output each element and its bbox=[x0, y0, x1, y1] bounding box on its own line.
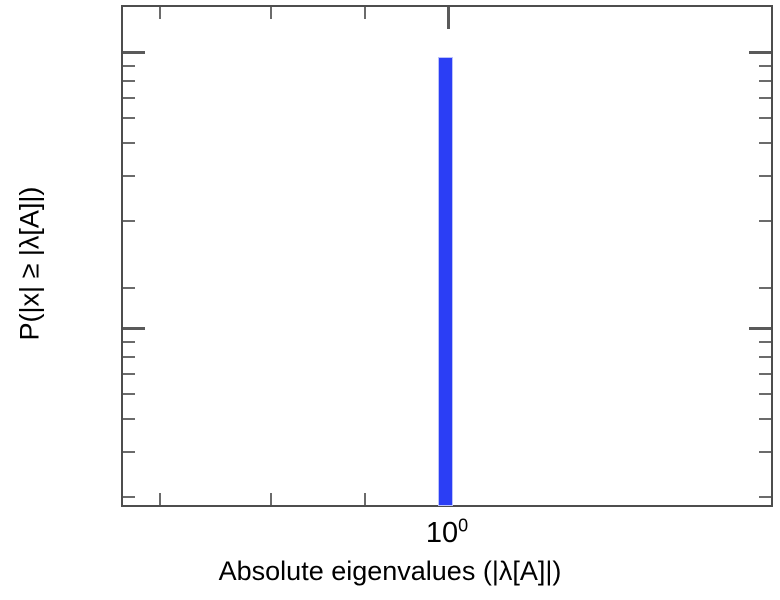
x-axis-title: Absolute eigenvalues (|λ[A]|) bbox=[218, 556, 562, 586]
x-minor-tick-bottom bbox=[159, 493, 161, 505]
x-minor-tick-bottom bbox=[364, 493, 366, 505]
y-minor-tick-right bbox=[759, 142, 771, 144]
y-minor-tick-right bbox=[759, 496, 771, 498]
y-minor-tick bbox=[123, 356, 135, 358]
y-minor-tick bbox=[123, 80, 135, 82]
y-major-tick-right-1e-1 bbox=[749, 327, 771, 330]
y-minor-tick bbox=[123, 142, 135, 144]
x-tick-label-1e0: 100 bbox=[425, 516, 468, 549]
data-bar bbox=[438, 57, 453, 506]
y-minor-tick-right bbox=[759, 65, 771, 67]
y-minor-tick bbox=[123, 287, 135, 289]
y-minor-tick bbox=[123, 373, 135, 375]
y-axis-title: P(|x| ≥ |λ[A]|) bbox=[14, 186, 45, 341]
y-minor-tick bbox=[123, 451, 135, 453]
y-minor-tick bbox=[123, 65, 135, 67]
y-minor-tick-right bbox=[759, 373, 771, 375]
x-tick-exponent: 0 bbox=[458, 515, 469, 536]
y-minor-tick-right bbox=[759, 97, 771, 99]
x-minor-tick-bottom bbox=[270, 493, 272, 505]
y-minor-tick bbox=[123, 117, 135, 119]
y-major-tick-1e0 bbox=[123, 51, 145, 54]
y-minor-tick bbox=[123, 418, 135, 420]
y-minor-tick-right bbox=[759, 341, 771, 343]
y-minor-tick-right bbox=[759, 451, 771, 453]
y-minor-tick-right bbox=[759, 80, 771, 82]
x-tick-mantissa: 10 bbox=[425, 517, 459, 549]
y-minor-tick-right bbox=[759, 287, 771, 289]
y-minor-tick bbox=[123, 175, 135, 177]
y-minor-tick bbox=[123, 496, 135, 498]
x-major-tick-top-1e0 bbox=[447, 7, 450, 29]
x-minor-tick-top bbox=[159, 7, 161, 19]
x-minor-tick-top bbox=[270, 7, 272, 19]
data-series-layer bbox=[123, 7, 771, 506]
y-minor-tick-right bbox=[759, 393, 771, 395]
x-minor-tick-top bbox=[364, 7, 366, 19]
y-minor-tick bbox=[123, 341, 135, 343]
y-minor-tick-right bbox=[759, 418, 771, 420]
y-major-tick-1e-1 bbox=[123, 327, 145, 330]
y-minor-tick-right bbox=[759, 175, 771, 177]
y-minor-tick-right bbox=[759, 356, 771, 358]
y-minor-tick-right bbox=[759, 220, 771, 222]
y-minor-tick bbox=[123, 393, 135, 395]
plot-area bbox=[121, 5, 773, 507]
y-major-tick-right-1e0 bbox=[749, 51, 771, 54]
y-minor-tick bbox=[123, 220, 135, 222]
y-minor-tick-right bbox=[759, 117, 771, 119]
y-minor-tick bbox=[123, 97, 135, 99]
